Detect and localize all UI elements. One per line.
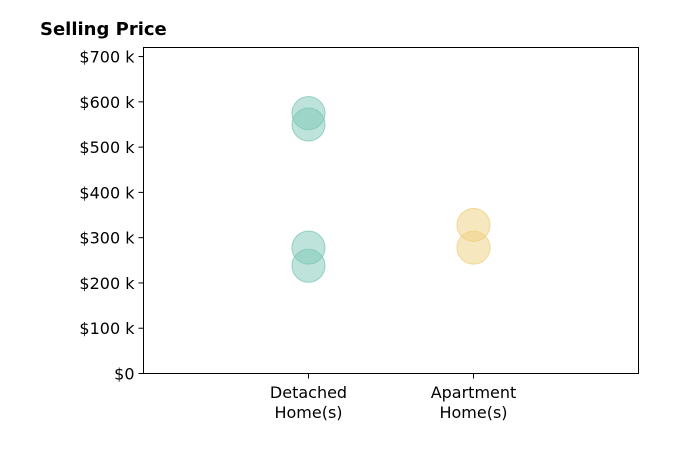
y-tick-label: $700 k [79,48,135,67]
y-tick-label: $0 [114,365,134,384]
y-tick-label: $600 k [79,93,135,112]
y-axis: $0 $100 k $200 k $300 k $400 k $500 k $600 k $7… [79,48,144,384]
plot-area [143,47,639,374]
y-tick-label: $200 k [79,274,135,293]
y-tick-label: $300 k [79,229,135,248]
data-points [291,96,491,283]
x-axis: Detached Home(s) Apartment Home(s) [270,373,517,422]
chart-title: Selling Price [40,19,167,40]
data-point [291,107,326,142]
x-tick-label: Apartment Home(s) [431,383,517,422]
y-tick-label: $500 k [79,138,135,157]
data-point [456,230,491,265]
y-tick-label: $100 k [79,319,135,338]
x-tick-label: Detached Home(s) [270,383,347,422]
y-tick-label: $400 k [79,183,135,202]
data-point [291,248,326,283]
